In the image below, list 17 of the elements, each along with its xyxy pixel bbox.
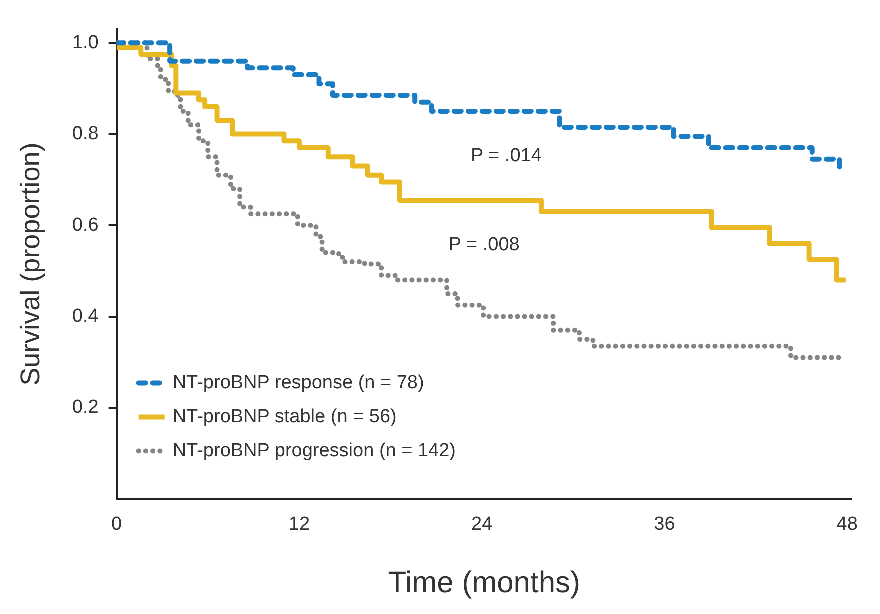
- x-axis-title: Time (months): [388, 566, 580, 600]
- x-tick-label: 12: [288, 514, 310, 535]
- annotation: P = .008: [448, 234, 520, 256]
- y-tick-label: 0.6: [72, 214, 99, 236]
- y-tick-label: 0.8: [72, 124, 99, 145]
- x-tick-label: 48: [836, 514, 858, 535]
- y-tick-label: 0.2: [72, 397, 99, 418]
- y-axis-title: Survival (proportion): [16, 142, 46, 386]
- x-tick-label: 24: [472, 514, 494, 535]
- legend-label: NT-proBNP stable (n = 56): [172, 406, 397, 428]
- legend-label: NT-proBNP response (n = 78): [172, 372, 424, 394]
- annotation: P = .014: [470, 145, 542, 166]
- y-tick-label: 0.4: [72, 306, 100, 327]
- y-tick-label: 1.0: [72, 32, 99, 54]
- x-tick-label: 36: [654, 514, 676, 535]
- x-tick-label: 0: [112, 514, 122, 535]
- legend-label: NT-proBNP progression (n = 142): [172, 440, 456, 462]
